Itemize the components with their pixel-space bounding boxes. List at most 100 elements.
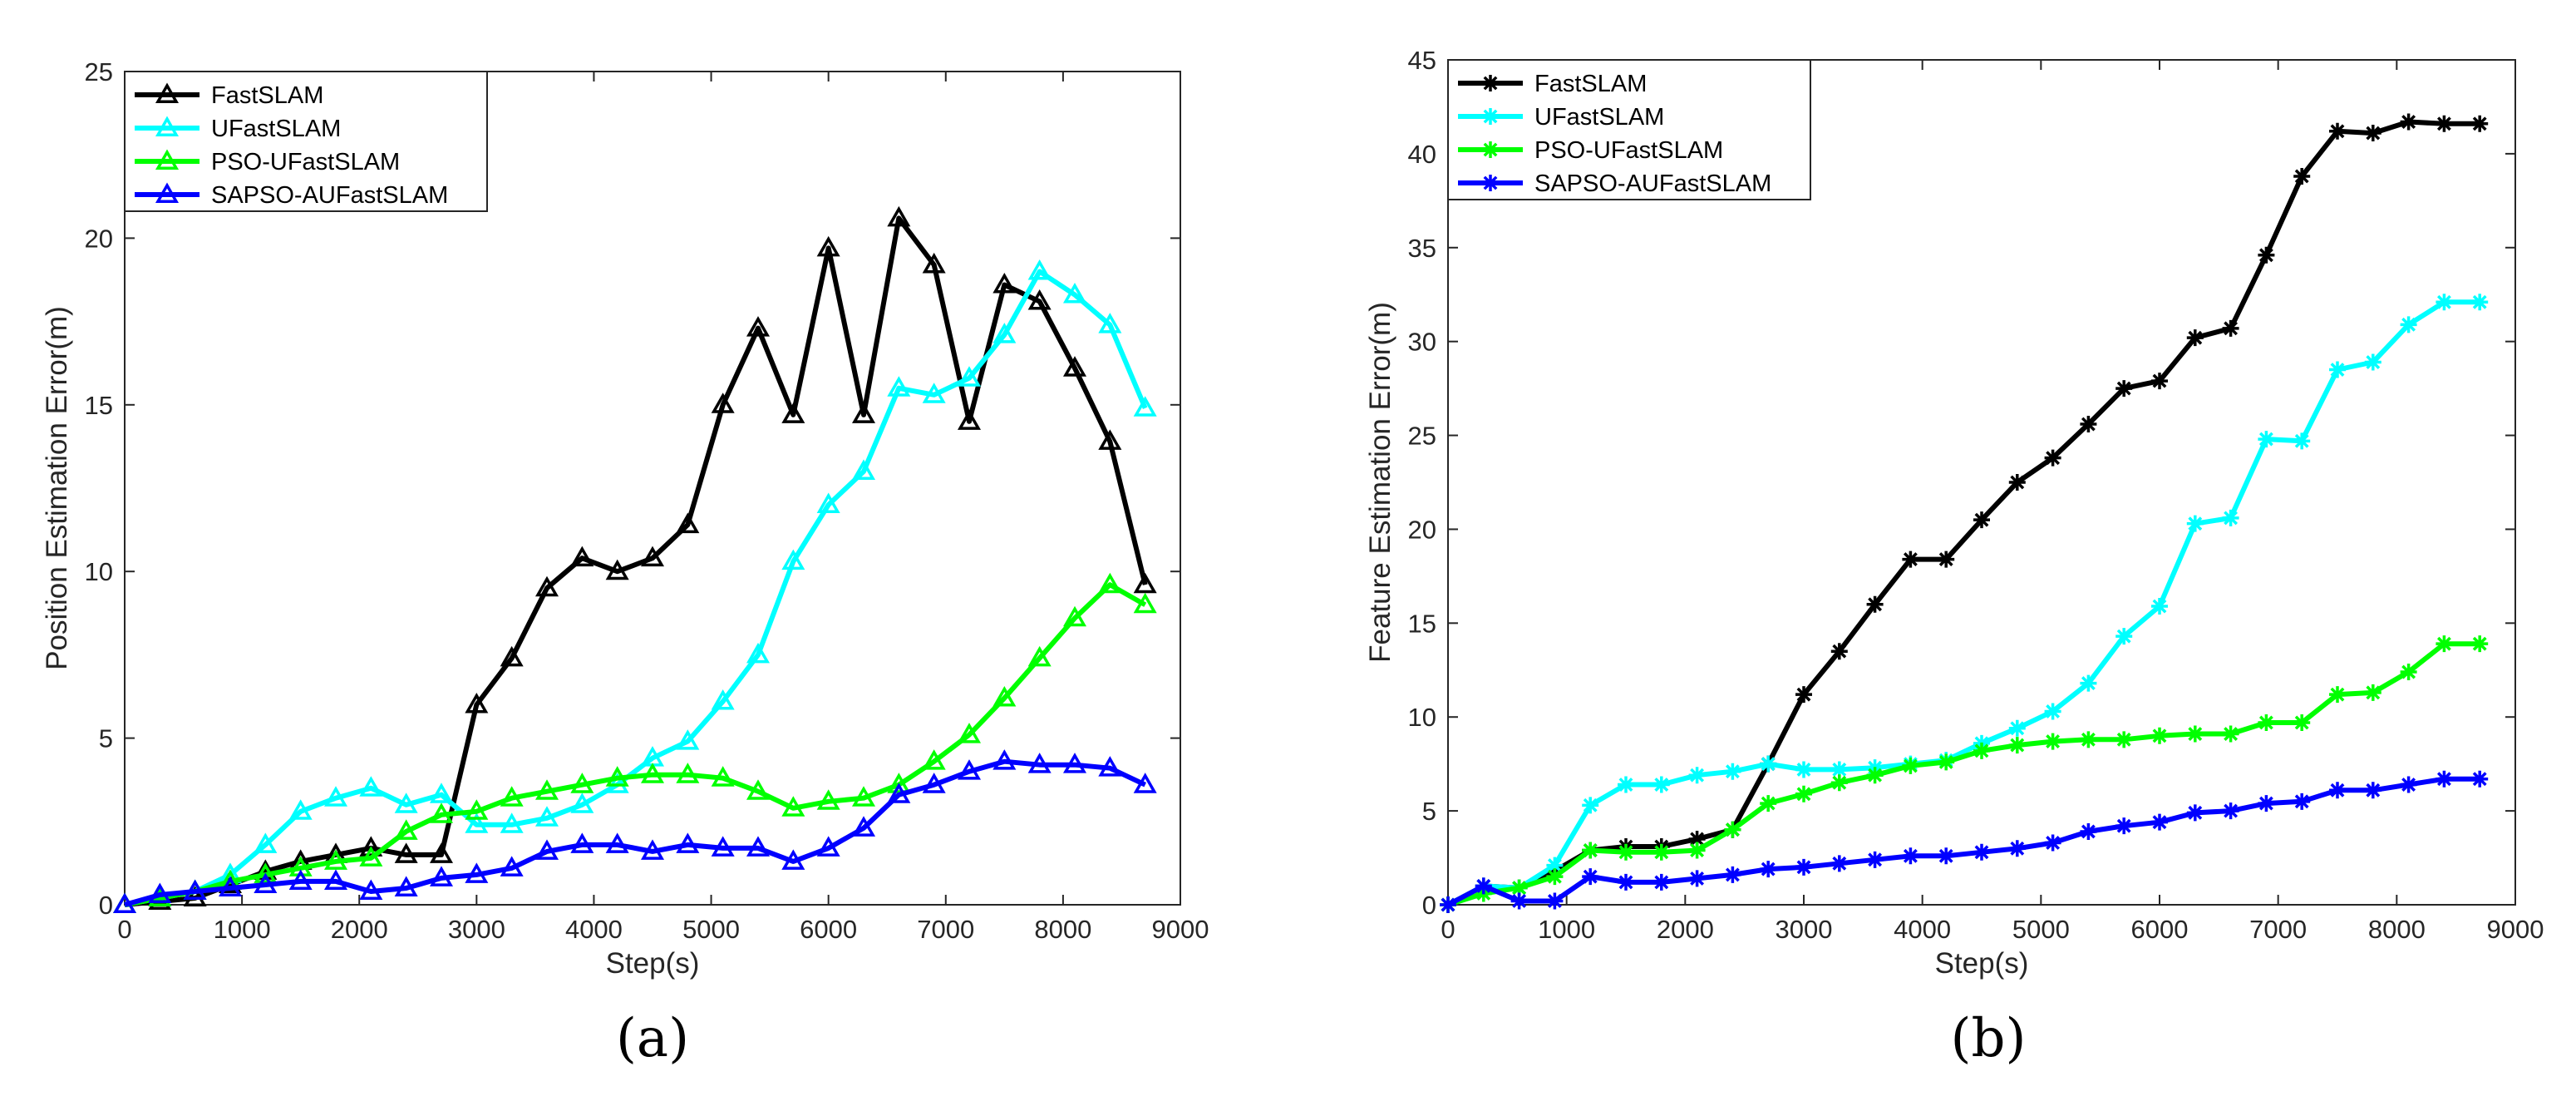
data-point <box>1582 842 1599 859</box>
data-point <box>1830 774 1848 792</box>
data-point <box>851 816 876 837</box>
data-point <box>1688 767 1706 784</box>
panel-label: (a) <box>616 1008 689 1069</box>
data-point <box>465 812 489 833</box>
data-point <box>2115 380 2133 397</box>
data-point <box>746 779 771 800</box>
data-point <box>746 836 771 857</box>
data-point <box>534 839 559 860</box>
legend-marker <box>155 182 180 203</box>
data-point <box>1902 847 1919 865</box>
data-point <box>183 879 207 900</box>
data-point <box>1133 773 1157 793</box>
data-point <box>2222 725 2239 743</box>
data-point <box>1830 643 1848 660</box>
data-point <box>1027 289 1052 310</box>
x-tick-label: 2000 <box>1657 915 1714 944</box>
data-point <box>288 799 313 820</box>
data-point <box>2222 802 2239 820</box>
data-point <box>640 839 665 860</box>
data-point <box>1866 851 1884 868</box>
data-point <box>2044 733 2061 750</box>
data-point <box>2471 115 2489 132</box>
data-point <box>746 642 771 664</box>
data-point <box>2115 628 2133 645</box>
x-tick-label: 4000 <box>565 915 623 944</box>
data-point <box>1830 761 1848 778</box>
series-pso-ufastslam <box>112 572 1157 913</box>
data-point <box>112 892 137 913</box>
legend: FastSLAM UFastSLAM PSO-UFastSLAM SAPSO-AUFa… <box>1447 59 1811 200</box>
y-tick-label: 30 <box>1408 328 1436 357</box>
data-point <box>1546 868 1564 886</box>
legend-marker <box>155 149 180 170</box>
data-point <box>394 842 418 863</box>
data-point <box>2008 737 2026 754</box>
data-point <box>1795 785 1812 802</box>
x-tick-label: 5000 <box>682 915 740 944</box>
data-point <box>781 849 805 870</box>
data-point <box>2329 361 2346 378</box>
y-tick-label: 10 <box>85 557 113 586</box>
data-point <box>711 766 735 787</box>
data-point <box>1652 776 1670 793</box>
y-tick-label: 20 <box>85 224 113 253</box>
data-point <box>429 783 454 803</box>
y-tick-label: 35 <box>1408 234 1436 263</box>
data-point <box>2364 684 2381 701</box>
data-point <box>148 882 172 903</box>
data-point <box>1688 842 1706 859</box>
data-point <box>2329 686 2346 704</box>
data-point <box>851 786 876 807</box>
data-point <box>323 786 348 807</box>
data-point <box>2400 113 2417 131</box>
data-point <box>2329 122 2346 140</box>
data-point <box>1652 843 1670 861</box>
data-point <box>605 832 629 853</box>
data-point <box>1938 847 1955 865</box>
data-point <box>1475 877 1492 895</box>
data-point <box>2436 115 2453 132</box>
data-point <box>1098 756 1122 777</box>
data-point <box>1133 396 1157 417</box>
data-point <box>711 393 735 413</box>
data-point <box>2115 731 2133 748</box>
data-point <box>2222 509 2239 526</box>
data-point <box>1098 572 1122 594</box>
data-point <box>429 866 454 886</box>
data-point <box>2008 474 2026 491</box>
data-point <box>254 832 278 853</box>
data-point <box>218 876 243 896</box>
data-point <box>2400 664 2417 681</box>
data-point <box>1133 572 1157 594</box>
data-point <box>1760 795 1777 812</box>
data-point <box>2008 719 2026 737</box>
data-point <box>2293 167 2311 185</box>
y-tick-label: 5 <box>99 724 113 753</box>
data-point <box>570 546 594 567</box>
y-tick-label: 15 <box>1408 609 1436 638</box>
data-point <box>2471 294 2489 311</box>
data-point <box>254 872 278 893</box>
data-point <box>851 459 876 480</box>
x-tick-label: 5000 <box>2012 915 2070 944</box>
data-point <box>2293 714 2311 731</box>
data-point <box>957 759 982 780</box>
legend-label: UFastSLAM <box>211 116 341 142</box>
x-tick-label: 1000 <box>214 915 271 944</box>
data-point <box>2471 635 2489 653</box>
data-point <box>288 869 313 890</box>
x-tick-label: 2000 <box>331 915 388 944</box>
x-tick-label: 6000 <box>2131 915 2189 944</box>
x-tick-label: 7000 <box>2249 915 2307 944</box>
data-point <box>2151 373 2168 390</box>
data-point <box>1688 870 1706 887</box>
data-point <box>1938 753 1955 771</box>
data-point <box>1724 821 1741 838</box>
data-point <box>1973 511 1990 529</box>
data-point <box>1510 892 1528 910</box>
data-point <box>394 819 418 840</box>
y-tick-label: 20 <box>1408 515 1436 544</box>
x-tick-label: 8000 <box>1034 915 1091 944</box>
legend-marker <box>1482 175 1499 191</box>
